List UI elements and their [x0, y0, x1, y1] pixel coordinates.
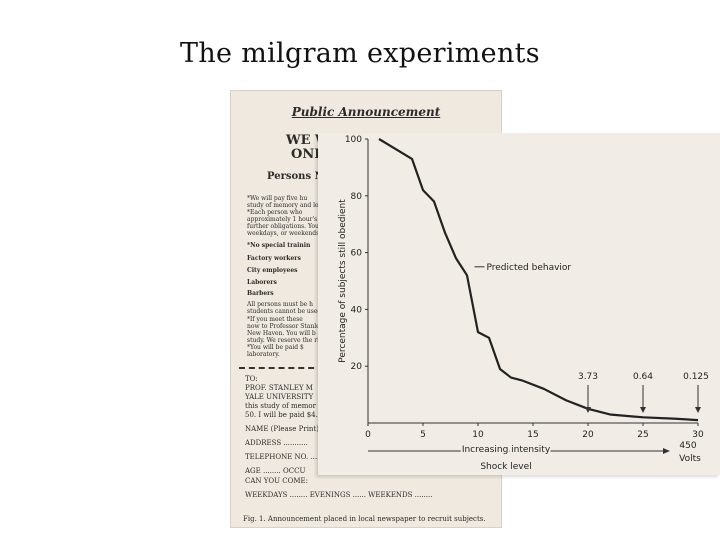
form-line: TO: — [245, 375, 258, 383]
arrow-head — [640, 407, 646, 413]
form-line: AGE ........ OCCU — [245, 467, 306, 475]
announcement-line: study. We reserve the rig — [247, 337, 323, 344]
predicted-behavior-line — [378, 138, 699, 422]
announcement-line: weekdays, or weekends) — [247, 230, 322, 237]
x-end-unit: Volts — [679, 454, 701, 464]
form-line: ADDRESS ........... — [245, 439, 308, 447]
announcement-line: Factory workers — [247, 255, 301, 262]
x-tick-label: 5 — [420, 430, 426, 440]
form-line: PROF. STANLEY M — [245, 384, 313, 392]
y-tick-label: 60 — [351, 249, 363, 259]
chart-svg: 20 40 60 80 100 0 5 10 15 20 25 30 Percentage of sub… — [338, 135, 709, 472]
form-line: CAN YOU COME: — [245, 477, 308, 485]
x-axis-label-2: Shock level — [480, 462, 531, 472]
y-tick-label: 100 — [345, 135, 362, 145]
x-tick-label: 20 — [582, 430, 594, 440]
annotation-label: Predicted behavior — [487, 263, 572, 273]
value-annotation-label: 0.125 — [683, 372, 709, 382]
announcement-heading-2: ONE — [291, 147, 325, 162]
x-tick-label: 0 — [365, 430, 371, 440]
slide-title: The milgram experiments — [180, 38, 540, 69]
x-axis-label: Increasing intensity — [462, 445, 551, 455]
obedience-chart: 20 40 60 80 100 0 5 10 15 20 25 30 Percentage of sub… — [318, 133, 720, 475]
announcement-line: further obligations. You — [247, 223, 319, 230]
y-tick-label: 20 — [351, 362, 363, 372]
announcement-line: Laborers — [247, 279, 277, 286]
announcement-heading-3: Persons Ne — [267, 171, 331, 182]
form-line: YALE UNIVERSITY — [245, 393, 314, 401]
form-line: TELEPHONE NO. ...... — [245, 453, 324, 461]
x-tick-label: 30 — [692, 430, 704, 440]
value-annotation-label: 0.64 — [633, 372, 653, 382]
announcement-line: *Each person who — [247, 209, 303, 216]
announcement-line: All persons must be h — [247, 301, 313, 308]
announcement-line: *If you meet these — [247, 316, 303, 323]
announcement-line: Barbers — [247, 290, 274, 297]
announcement-line: laboratory. — [247, 351, 280, 358]
x-tick-label: 15 — [527, 430, 538, 440]
form-line: WEEKDAYS ........ EVENINGS ...... WEEKEN… — [245, 491, 433, 499]
announcement-line: City employees — [247, 267, 298, 274]
x-tick-label: 10 — [472, 430, 484, 440]
announcement-line: approximately 1 hour's — [247, 216, 318, 223]
announcement-line: New Haven. You will b — [247, 330, 316, 337]
arrow-head — [585, 407, 591, 413]
x-end-label: 450 — [679, 441, 696, 451]
form-line: NAME (Please Print)...... — [245, 425, 333, 433]
y-tick-label: 80 — [351, 192, 363, 202]
announcement-line: now to Professor Stanley — [247, 323, 324, 330]
announcement-line: *We will pay five hu — [247, 195, 308, 202]
announcement-line: study of memory and le — [247, 202, 319, 209]
value-annotation-label: 3.73 — [578, 372, 598, 382]
x-tick-label: 25 — [637, 430, 648, 440]
form-line: 50. I will be paid $4. — [245, 411, 318, 419]
announcement-line: *No special trainin — [247, 242, 311, 249]
form-line: this study of memor — [245, 402, 316, 410]
announcement-line: students cannot be used — [247, 308, 322, 315]
arrow-head — [695, 407, 701, 413]
intensity-arrow-head — [663, 448, 670, 454]
announcement-caption: Fig. 1. Announcement placed in local new… — [243, 515, 486, 523]
cut-line — [239, 367, 324, 369]
announcement-line: *You will be paid $ — [247, 344, 304, 351]
y-tick-label: 40 — [351, 305, 363, 315]
announcement-title: Public Announcement — [291, 105, 441, 119]
y-axis-label: Percentage of subjects still obedient — [338, 199, 348, 363]
